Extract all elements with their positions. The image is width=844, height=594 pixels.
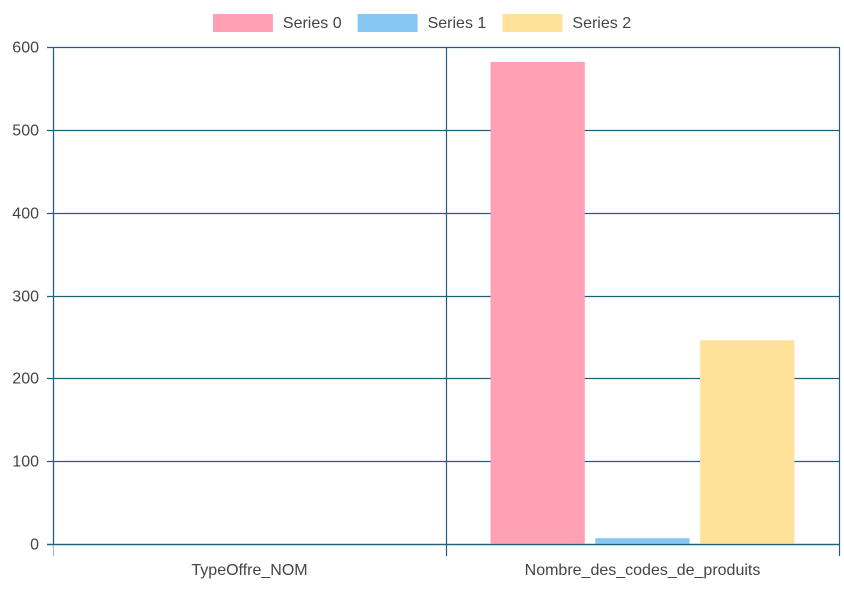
- bar-series-0-1: [490, 61, 585, 545]
- bars: [490, 61, 795, 545]
- legend: Series 0 Series 1 Series 2: [212, 14, 631, 32]
- legend-swatch: [357, 14, 418, 32]
- legend-item-series-0[interactable]: Series 0: [212, 14, 342, 32]
- legend-label: Series 1: [428, 15, 487, 32]
- y-tick-label: 600: [12, 40, 39, 57]
- legend-item-series-1[interactable]: Series 1: [357, 14, 487, 32]
- y-tick-label: 100: [12, 454, 39, 471]
- x-tick-label: Nombre_des_codes_de_produits: [525, 562, 761, 579]
- legend-swatch: [212, 14, 273, 32]
- bar-series-2-1: [700, 340, 795, 544]
- gridlines: [47, 46, 841, 556]
- y-tick-label: 200: [12, 371, 39, 388]
- legend-label: Series 0: [283, 15, 342, 32]
- bar-series-1-1: [595, 538, 690, 544]
- legend-swatch: [502, 14, 563, 32]
- y-tick-label: 300: [12, 289, 39, 306]
- y-tick-label: 500: [12, 123, 39, 140]
- axes: 0 100 200 300 400 500 600 TypeOffre_NOM Nombre_d…: [12, 40, 839, 579]
- legend-item-series-2[interactable]: Series 2: [502, 14, 631, 32]
- x-tick-label: TypeOffre_NOM: [191, 562, 307, 579]
- y-tick-label: 400: [12, 206, 39, 223]
- y-tick-label: 0: [30, 537, 39, 554]
- legend-label: Series 2: [572, 15, 631, 32]
